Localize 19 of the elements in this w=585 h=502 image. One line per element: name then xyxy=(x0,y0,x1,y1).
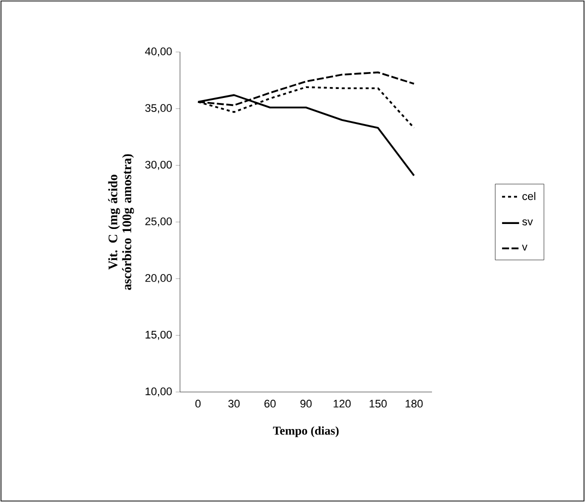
legend-label: sv xyxy=(522,219,533,226)
y-tick-label: 10,00 xyxy=(146,387,172,397)
x-axis-title: Tempo (dias) xyxy=(273,426,339,438)
y-tick-label: 35,00 xyxy=(145,104,172,114)
x-tick-label: 90 xyxy=(300,400,312,408)
y-tick-label: 30,00 xyxy=(145,160,172,170)
x-tick-label: 150 xyxy=(370,400,387,408)
y-tick-label: 20,00 xyxy=(145,274,172,284)
x-tick-label: 120 xyxy=(334,400,351,408)
y-tick-label: 15,00 xyxy=(146,330,172,340)
y-tick-label: 40,00 xyxy=(145,47,172,57)
x-tick-label: 30 xyxy=(228,400,240,408)
legend-label: cel xyxy=(522,192,536,200)
legend-label: v xyxy=(522,244,528,250)
x-tick-label: 180 xyxy=(406,400,423,408)
y-axis-title: Vit. C (mg ácido ascórbico 100g amostra) xyxy=(108,154,134,290)
y-tick-label: 25,00 xyxy=(145,217,172,227)
x-tick-label: 60 xyxy=(264,400,276,408)
x-tick-label: 0 xyxy=(195,400,201,408)
